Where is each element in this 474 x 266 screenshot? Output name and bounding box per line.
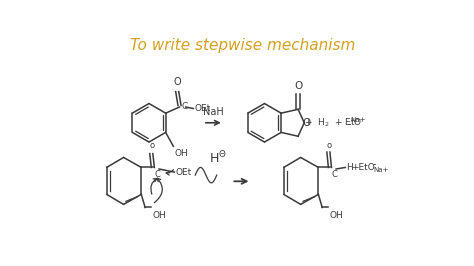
Text: +  H$_2$  + EtO: + H$_2$ + EtO — [304, 117, 362, 129]
Text: OH: OH — [175, 149, 189, 157]
Text: To write stepwise mechanism: To write stepwise mechanism — [130, 38, 356, 53]
FancyArrowPatch shape — [151, 179, 157, 194]
Text: OH: OH — [329, 211, 343, 219]
Text: OEt: OEt — [194, 104, 210, 113]
Text: H: H — [346, 163, 353, 172]
Text: NaH: NaH — [202, 107, 223, 117]
Text: H$^\Theta$: H$^\Theta$ — [210, 149, 227, 166]
Text: o: o — [327, 141, 332, 150]
Text: -: - — [347, 119, 351, 129]
Text: -: - — [372, 159, 376, 169]
FancyArrowPatch shape — [166, 170, 173, 175]
Text: Na+: Na+ — [350, 118, 365, 123]
Text: O: O — [173, 77, 181, 87]
Text: Na+: Na+ — [374, 167, 389, 173]
Text: o: o — [149, 142, 155, 151]
Text: OH: OH — [152, 211, 166, 219]
Text: OEt: OEt — [175, 168, 191, 177]
Text: O: O — [294, 81, 302, 91]
Text: +EtO: +EtO — [352, 163, 375, 172]
Text: O: O — [303, 118, 311, 128]
FancyArrowPatch shape — [154, 178, 162, 203]
Text: C: C — [331, 170, 337, 179]
Text: C: C — [181, 102, 187, 111]
Text: C: C — [155, 170, 160, 179]
